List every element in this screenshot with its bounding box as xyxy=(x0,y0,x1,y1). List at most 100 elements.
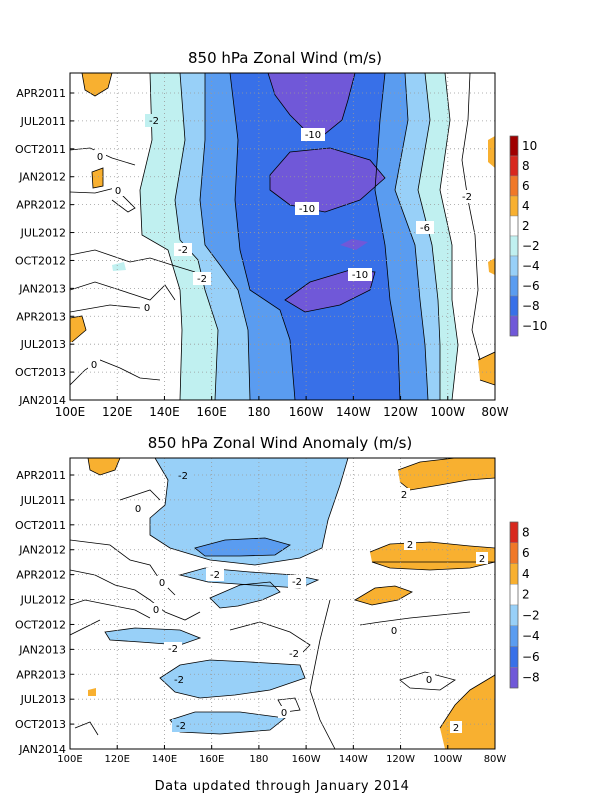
contour-label-top-9: 0 xyxy=(144,303,150,314)
colorbar-swatch-0-0 xyxy=(509,135,519,157)
pos-patch-e xyxy=(488,136,495,168)
contour-label-bottom-9: 0 xyxy=(391,626,397,637)
y-tick-label-1-9: JUL2013 xyxy=(20,693,66,706)
neg-region-e xyxy=(160,660,305,698)
y-tick-label-0-2: OCT2011 xyxy=(15,143,66,156)
colorbar-label-0-0: 10 xyxy=(522,139,537,153)
contour-label-top-11: -2 xyxy=(462,192,472,203)
y-tick-label-0-0: APR2011 xyxy=(16,87,66,100)
colorbar-swatch-0-9 xyxy=(509,315,519,337)
colorbar-label-0-6: −4 xyxy=(522,259,540,273)
colorbar-label-0-4: 2 xyxy=(522,219,530,233)
contours-top xyxy=(70,73,495,400)
contour-label-top-4: -10 xyxy=(299,204,315,215)
colorbar-swatch-0-5 xyxy=(509,235,519,257)
y-tick-label-1-11: JAN2014 xyxy=(18,743,66,756)
y-tick-label-0-7: JAN2013 xyxy=(18,282,66,295)
pos-patch-c xyxy=(70,316,86,342)
colorbar-swatch-1-3 xyxy=(509,584,519,606)
contour-label-bottom-3: -2 xyxy=(210,570,220,581)
x-tick-label-0-4: 180 xyxy=(247,405,270,419)
y-tick-label-0-1: JUL2011 xyxy=(20,115,66,128)
x-tick-label-0-5: 160W xyxy=(289,405,324,419)
y-tick-label-1-7: JAN2013 xyxy=(18,643,66,656)
y-tick-label-1-6: OCT2012 xyxy=(15,618,66,631)
x-tick-label-0-8: 100W xyxy=(430,405,465,419)
colorbar-label-1-6: −6 xyxy=(522,650,540,664)
contour-label-top-3: 0 xyxy=(115,186,121,197)
contour-label-bottom-12: -2 xyxy=(174,675,184,686)
x-tick-label-1-1: 120E xyxy=(105,754,130,765)
neg-core xyxy=(195,538,290,556)
pos-patch-f xyxy=(488,258,495,275)
x-tick-label-1-9: 80W xyxy=(484,754,507,765)
pos-anom-b xyxy=(398,458,495,490)
colorbar-swatch-1-6 xyxy=(509,646,519,668)
colorbar-label-0-3: 4 xyxy=(522,199,530,213)
contour-labels-bottom: -2 0 2 -2 -2 2 2 0 0 0 -2 -2 -2 0 0 -2 2 xyxy=(132,469,488,734)
colorbar-label-0-9: −10 xyxy=(522,319,547,333)
x-tick-label-0-7: 120W xyxy=(383,405,418,419)
colorbar-top: 10 8 6 4 2 −2 −4 −6 −8 −10 xyxy=(509,135,547,337)
plot-area-bottom xyxy=(70,458,495,749)
contour-label-top-8: -10 xyxy=(352,270,368,281)
colorbar-swatch-1-4 xyxy=(509,604,519,626)
contour-label-bottom-7: 0 xyxy=(159,578,165,589)
contour-label-top-7: -2 xyxy=(197,274,207,285)
contour-label-top-10: 0 xyxy=(91,360,97,371)
grid-bottom xyxy=(70,458,495,749)
y-tick-label-1-2: OCT2011 xyxy=(15,519,66,532)
y-tick-label-0-6: OCT2012 xyxy=(15,254,66,267)
colorbar-swatch-0-2 xyxy=(509,175,519,197)
colorbar-label-1-4: −2 xyxy=(522,608,540,622)
x-tick-label-1-6: 140W xyxy=(339,754,368,765)
colorbar-label-1-1: 6 xyxy=(522,546,530,560)
pos-anom-c xyxy=(370,542,495,570)
contour-label-bottom-0: -2 xyxy=(178,471,188,482)
pos-patch-b xyxy=(92,168,103,188)
x-tick-label-1-7: 120W xyxy=(386,754,415,765)
neg-region-main xyxy=(150,458,348,565)
neg-region-f xyxy=(170,712,285,734)
contour-label-bottom-1: 0 xyxy=(135,504,141,515)
contour-labels-top: -2 -10 0 0 -10 -6 -2 -2 -10 0 0 -2 xyxy=(88,114,476,371)
y-tick-label-1-0: APR2011 xyxy=(16,469,66,482)
y-tick-label-1-3: JAN2012 xyxy=(18,544,66,557)
contour-label-top-0: -2 xyxy=(149,116,159,127)
y-tick-label-0-9: JUL2013 xyxy=(20,338,66,351)
axes-top: 100E 120E 140E 160E 180 160W 140W 120W 100W 80W AP… xyxy=(15,87,509,419)
x-tick-label-1-2: 140E xyxy=(152,754,177,765)
contour-label-bottom-5: 2 xyxy=(407,540,413,551)
core-lt-minus10-a xyxy=(268,73,355,138)
contour-label-bottom-4: -2 xyxy=(292,577,302,588)
neg-patch-small xyxy=(112,262,126,271)
colorbar-label-0-7: −6 xyxy=(522,279,540,293)
colorbar-label-1-3: 2 xyxy=(522,588,530,602)
colorbar-swatch-0-6 xyxy=(509,255,519,277)
x-tick-label-1-0: 100E xyxy=(57,754,82,765)
colorbar-swatch-0-8 xyxy=(509,295,519,317)
contour-label-top-5: -6 xyxy=(420,223,430,234)
colorbar-swatch-1-7 xyxy=(509,667,519,689)
x-tick-label-1-4: 180 xyxy=(249,754,268,765)
core-lt-minus10-b xyxy=(270,148,385,212)
colorbar-label-1-7: −8 xyxy=(522,671,540,685)
contour-label-top-1: -10 xyxy=(305,130,321,141)
contour-label-bottom-8: 0 xyxy=(153,605,159,616)
colorbar-swatch-1-0 xyxy=(509,521,519,543)
plot-frame-bottom xyxy=(69,457,496,750)
x-tick-label-0-0: 100E xyxy=(55,405,86,419)
contour-label-bottom-16: 2 xyxy=(453,723,459,734)
y-tick-label-1-8: APR2013 xyxy=(16,668,66,681)
colorbar-swatch-0-1 xyxy=(509,155,519,177)
x-tick-label-0-3: 160E xyxy=(196,405,227,419)
contour-label-bottom-10: -2 xyxy=(168,644,178,655)
x-tick-label-0-2: 140E xyxy=(149,405,180,419)
contour-label-bottom-15: -2 xyxy=(176,721,186,732)
contour-label-bottom-13: 0 xyxy=(426,675,432,686)
y-tick-label-1-5: JUL2012 xyxy=(20,594,66,607)
x-tick-label-0-9: 80W xyxy=(481,405,508,419)
chart-title-top: 850 hPa Zonal Wind (m/s) xyxy=(188,49,382,67)
pos-anom-d xyxy=(355,586,412,605)
